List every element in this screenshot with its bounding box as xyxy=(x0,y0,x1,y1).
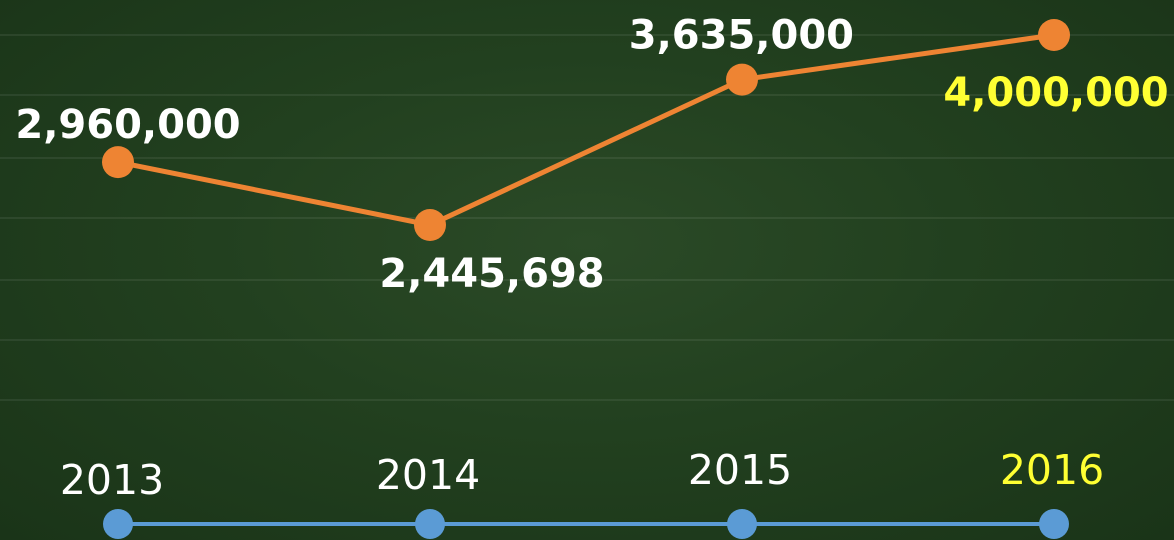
timeline-dot-2013 xyxy=(103,509,133,539)
year-label-2014: 2014 xyxy=(376,451,480,499)
series-line-group xyxy=(117,32,1055,228)
data-point-2013 xyxy=(102,146,134,179)
data-label-2016: 4,000,000 xyxy=(943,70,1168,116)
year-label-2013: 2013 xyxy=(60,456,164,504)
gridlines xyxy=(0,34,1174,401)
data-labels: 2,960,000 2,445,698 3,635,000 4,000,000 xyxy=(15,13,1168,297)
data-point-2016 xyxy=(1038,19,1070,51)
data-label-2014: 2,445,698 xyxy=(379,251,604,297)
data-label-2015: 3,635,000 xyxy=(629,13,854,59)
year-timeline: 2013 2014 2015 2016 xyxy=(60,446,1104,539)
year-label-2016: 2016 xyxy=(1000,446,1104,494)
year-label-2015: 2015 xyxy=(688,446,792,494)
data-label-2013: 2,960,000 xyxy=(15,102,240,148)
timeline-dot-2015 xyxy=(727,509,757,539)
timeline-dot-2016 xyxy=(1039,509,1069,539)
data-point-2014 xyxy=(414,209,446,241)
data-point-2015 xyxy=(726,63,758,96)
data-points xyxy=(102,19,1070,241)
timeline-dot-2014 xyxy=(415,509,445,539)
series-line xyxy=(117,32,1055,228)
